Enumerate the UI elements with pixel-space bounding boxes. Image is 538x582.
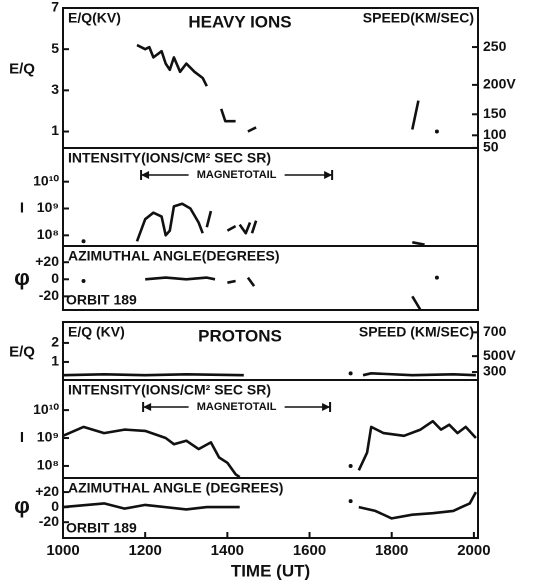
data-line [246,276,256,287]
x-tick-label: 1000 [46,542,79,559]
y-tick-label: -20 [39,513,59,529]
x-tick-label: 1600 [293,542,326,559]
x-tick-label: 1200 [128,542,161,559]
data-line [62,425,241,479]
label-bg [188,168,285,182]
y2-tick-label: 50 [483,139,499,155]
data-point [81,278,86,283]
y-label: I [20,199,24,216]
panel-label: E/Q (KV) [68,324,125,340]
data-point [81,239,86,244]
y-tick-label: +20 [35,253,59,269]
y2-label: SPEED (KM/SEC) [359,324,474,340]
data-line [136,43,208,87]
y-tick-label: 0 [51,270,59,286]
y-tick-label: 0 [51,498,59,514]
y-tick-label: 2 [51,334,59,350]
y2-tick-label: 100 [483,126,507,142]
y-tick-label: 10⁸ [37,457,59,473]
data-line [227,279,236,284]
arrow-head [143,403,152,411]
y-tick-label: 10⁹ [37,199,59,215]
panel-note: ORBIT 189 [66,520,137,536]
y2-tick-label: 150 [483,105,507,121]
x-tick-label: 2000 [457,542,490,559]
data-line [226,224,237,232]
data-line [412,241,425,246]
data-line [62,502,240,511]
panel-label: AZIMUTHAL ANGLE (DEGREES) [68,480,283,496]
y-tick-label: -20 [39,287,59,303]
arrow-head [322,403,331,411]
y2-tick-label: 700 [483,323,507,339]
panel-label: INTENSITY(IONS/CM² SEC SR) [68,382,271,398]
panel-note: ORBIT 189 [66,292,137,308]
x-tick-label: 1400 [211,542,244,559]
data-line [411,295,422,311]
y-tick-label: 10¹⁰ [33,172,59,188]
y2-tick-label: 200V [483,76,516,92]
y-tick-label: 3 [51,81,59,97]
data-line [362,372,476,377]
span-label: MAGNETOTAIL [197,401,277,413]
y-label: E/Q [9,343,35,360]
panel-label: E/Q(KV) [68,10,121,26]
data-line [238,222,252,235]
data-point [348,371,353,376]
data-line [145,276,216,281]
x-axis-label: TIME (UT) [231,561,310,580]
y2-tick-label: 300 [483,363,507,379]
y-tick-label: 1 [51,122,59,138]
data-line [357,419,477,471]
y-tick-label: 1 [51,353,59,369]
panel-frame [62,245,479,311]
span-label: MAGNETOTAIL [197,169,277,181]
label-bg [188,400,285,414]
y-tick-label: 7 [51,0,59,15]
y-label: φ [14,493,30,518]
data-line [205,210,213,228]
data-point [348,499,353,504]
data-line [411,100,420,130]
y-tick-label: 10⁸ [37,226,59,242]
data-line [250,220,258,234]
y-tick-label: 10¹⁰ [33,401,59,417]
y-tick-label: +20 [35,483,59,499]
data-point [348,463,353,468]
panel-title: HEAVY IONS [188,12,291,31]
data-line [247,126,257,133]
data-line [135,202,204,242]
y-label: E/Q [9,61,35,78]
arrow-head [141,171,150,179]
y2-tick-label: 250 [483,38,507,54]
panel-label: AZIMUTHAL ANGLE(DEGREES) [68,248,280,264]
panel-label: INTENSITY(IONS/CM² SEC SR) [68,150,271,166]
data-line [358,491,478,520]
y-label: φ [14,265,30,290]
x-tick-label: 1800 [375,542,408,559]
panel-title: PROTONS [198,326,282,345]
data-line [62,373,244,377]
y2-tick-label: 500V [483,347,516,363]
data-point [434,129,439,134]
y-tick-label: 5 [51,40,59,56]
y2-label: SPEED(KM/SEC) [363,10,474,26]
data-line [219,108,236,123]
arrow-head [324,171,333,179]
data-point [434,275,439,280]
y-label: I [20,429,24,446]
y-tick-label: 10⁹ [37,429,59,445]
